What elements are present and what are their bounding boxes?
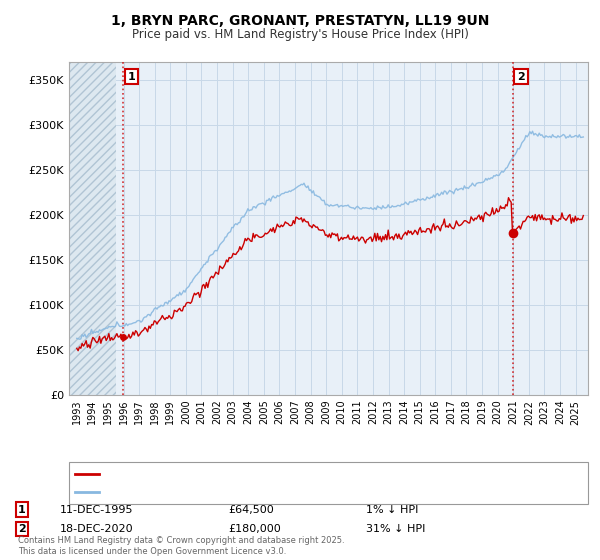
Bar [69, 62, 116, 395]
Text: 31% ↓ HPI: 31% ↓ HPI [366, 524, 425, 534]
Text: Price paid vs. HM Land Registry's House Price Index (HPI): Price paid vs. HM Land Registry's House … [131, 28, 469, 41]
Text: 1% ↓ HPI: 1% ↓ HPI [366, 505, 418, 515]
Text: Contains HM Land Registry data © Crown copyright and database right 2025.
This d: Contains HM Land Registry data © Crown c… [18, 536, 344, 556]
Text: 2: 2 [18, 524, 26, 534]
Text: 11-DEC-1995: 11-DEC-1995 [60, 505, 133, 515]
Text: 2: 2 [517, 72, 525, 82]
Text: HPI: Average price, detached house, Flintshire: HPI: Average price, detached house, Flin… [105, 487, 346, 497]
Text: 1, BRYN PARC, GRONANT, PRESTATYN, LL19 9UN: 1, BRYN PARC, GRONANT, PRESTATYN, LL19 9… [111, 14, 489, 28]
Text: £64,500: £64,500 [228, 505, 274, 515]
Text: 1: 1 [18, 505, 26, 515]
Text: 1, BRYN PARC, GRONANT, PRESTATYN, LL19 9UN (detached house): 1, BRYN PARC, GRONANT, PRESTATYN, LL19 9… [105, 469, 452, 479]
Text: 18-DEC-2020: 18-DEC-2020 [60, 524, 134, 534]
Text: 1: 1 [128, 72, 136, 82]
Text: £180,000: £180,000 [228, 524, 281, 534]
